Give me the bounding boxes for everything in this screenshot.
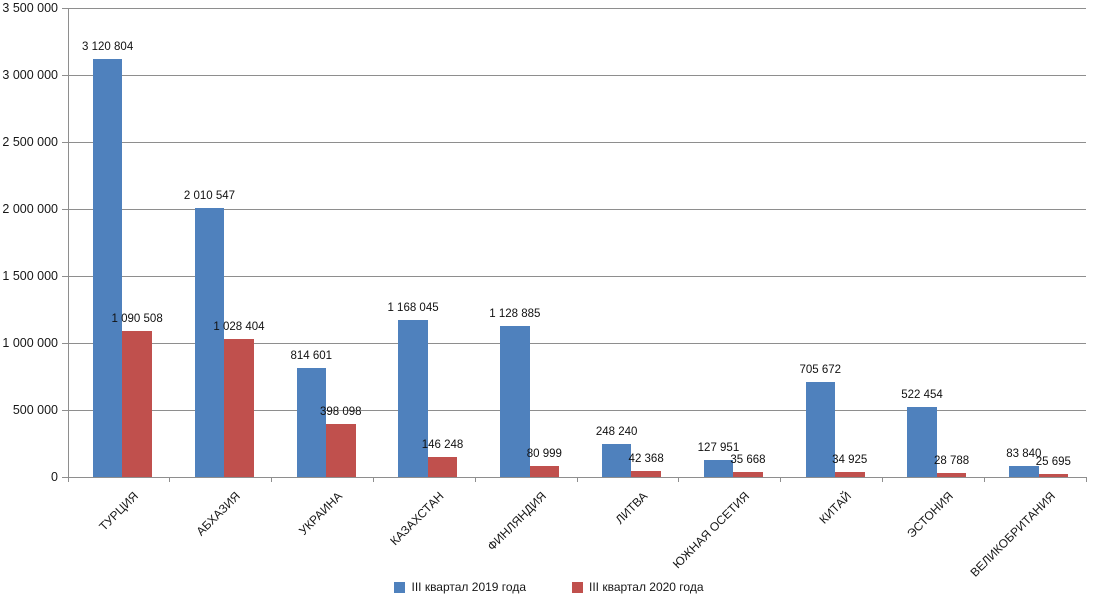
gridline	[68, 141, 1086, 143]
gridline	[68, 409, 1086, 411]
y-axis-tick	[62, 342, 68, 344]
x-axis-tick	[983, 477, 985, 482]
bar-value-label: 3 120 804	[82, 40, 134, 53]
bar-value-label: 248 240	[595, 425, 638, 438]
bar-q3-2020	[835, 472, 865, 477]
x-axis-tick	[169, 477, 171, 482]
x-axis-category-label: ФИНЛЯНДИЯ	[484, 489, 549, 554]
bar-q3-2020	[631, 471, 661, 477]
bar-value-label: 522 454	[901, 388, 943, 401]
x-axis-tick	[1085, 477, 1087, 482]
bar-value-label: 1 028 404	[213, 321, 265, 334]
bar-q3-2020	[1038, 473, 1069, 477]
x-axis-category-label: ВЕЛИКОБРИТАНИЯ	[966, 489, 1058, 580]
legend: III квартал 2019 года III квартал 2020 го…	[0, 580, 1098, 594]
bar-q3-2020	[427, 457, 458, 477]
bar-q3-2019	[601, 443, 632, 477]
x-axis-tick	[271, 477, 273, 482]
y-axis-tick-label: 0	[51, 470, 58, 484]
bar-value-label: 1 090 508	[111, 312, 163, 325]
gridline	[68, 208, 1086, 210]
legend-item-q3-2020: III квартал 2020 года	[572, 580, 704, 594]
bar-value-label: 127 951	[697, 441, 740, 454]
y-axis-tick-label: 3 500 000	[2, 1, 58, 15]
bar-value-label: 80 999	[526, 448, 562, 461]
y-axis-tick	[62, 208, 68, 210]
y-axis-tick-label: 2 000 000	[2, 202, 58, 216]
bar-value-label: 1 168 045	[387, 302, 439, 315]
y-axis-line	[68, 8, 69, 478]
bar-q3-2019	[1009, 465, 1039, 477]
x-axis-category-label: АБХАЗИЯ	[193, 489, 244, 539]
x-axis-category-label: ТУРЦИЯ	[96, 489, 142, 534]
legend-swatch-icon	[394, 581, 406, 593]
bar-value-label: 2 010 547	[183, 189, 236, 202]
bar-q3-2019	[92, 58, 123, 477]
x-axis-category-label: ЮЖНАЯ ОСЕТИЯ	[669, 489, 753, 572]
bar-value-label: 25 695	[1035, 455, 1071, 468]
y-axis-tick-label: 500 000	[12, 403, 58, 417]
bar-q3-2019	[703, 459, 734, 477]
bar-q3-2020	[122, 330, 152, 477]
bar-value-label: 1 128 885	[489, 307, 541, 320]
bar-q3-2019	[805, 382, 835, 477]
bar-q3-2020	[224, 339, 254, 477]
x-axis-category-label: КАЗАХСТАН	[387, 489, 447, 549]
y-axis-tick	[62, 409, 68, 411]
bar-q3-2019	[907, 406, 937, 477]
y-axis-tick-label: 2 500 000	[2, 135, 58, 149]
y-axis-tick	[62, 7, 68, 9]
bar-value-label: 34 925	[832, 454, 868, 467]
x-axis-category-label: УКРАИНА	[296, 489, 345, 538]
x-axis-tick	[67, 477, 69, 482]
bar-value-label: 83 840	[1006, 447, 1042, 460]
x-axis-tick	[881, 477, 883, 482]
legend-swatch-icon	[572, 581, 583, 593]
gridline	[68, 74, 1086, 76]
bar-q3-2020	[326, 423, 356, 477]
x-axis-tick	[372, 477, 374, 482]
legend-item-q3-2019: III квартал 2019 года	[394, 580, 526, 594]
bar-value-label: 28 788	[933, 455, 970, 468]
gridline	[68, 342, 1086, 344]
y-axis-tick	[62, 275, 68, 277]
y-axis-tick-label: 1 500 000	[2, 269, 58, 283]
bar-q3-2019	[194, 207, 225, 477]
x-axis-tick	[780, 477, 782, 482]
legend-label: III квартал 2020 года	[589, 580, 704, 594]
legend-label: III квартал 2019 года	[411, 580, 526, 594]
gridline	[68, 275, 1086, 277]
y-axis-tick	[62, 141, 68, 143]
bar-q3-2019	[500, 325, 530, 477]
bar-q3-2019	[296, 367, 326, 477]
x-axis-category-label: КИТАЙ	[816, 489, 854, 527]
bar-value-label: 42 368	[628, 453, 664, 466]
y-axis-tick-label: 3 000 000	[2, 68, 58, 82]
x-axis-category-label: ЭСТОНИЯ	[904, 489, 956, 541]
x-axis-tick	[576, 477, 578, 482]
bar-value-label: 35 668	[730, 454, 766, 467]
bar-q3-2020	[936, 473, 967, 477]
y-axis-tick	[62, 476, 68, 478]
y-axis-tick-label: 1 000 000	[2, 336, 58, 350]
bar-q3-2020	[529, 466, 560, 477]
x-axis-category-label: ЛИТВА	[612, 489, 651, 527]
bar-q3-2019	[398, 320, 428, 477]
bar-value-label: 146 248	[421, 439, 464, 452]
bar-value-label: 814 601	[290, 349, 333, 362]
bar-q3-2020	[733, 472, 763, 477]
x-axis-tick	[678, 477, 680, 482]
bar-value-label: 398 098	[319, 405, 362, 418]
gridline	[68, 7, 1086, 9]
bar-value-label: 705 672	[799, 364, 842, 377]
y-axis-tick	[62, 74, 68, 76]
x-axis-tick	[474, 477, 476, 482]
